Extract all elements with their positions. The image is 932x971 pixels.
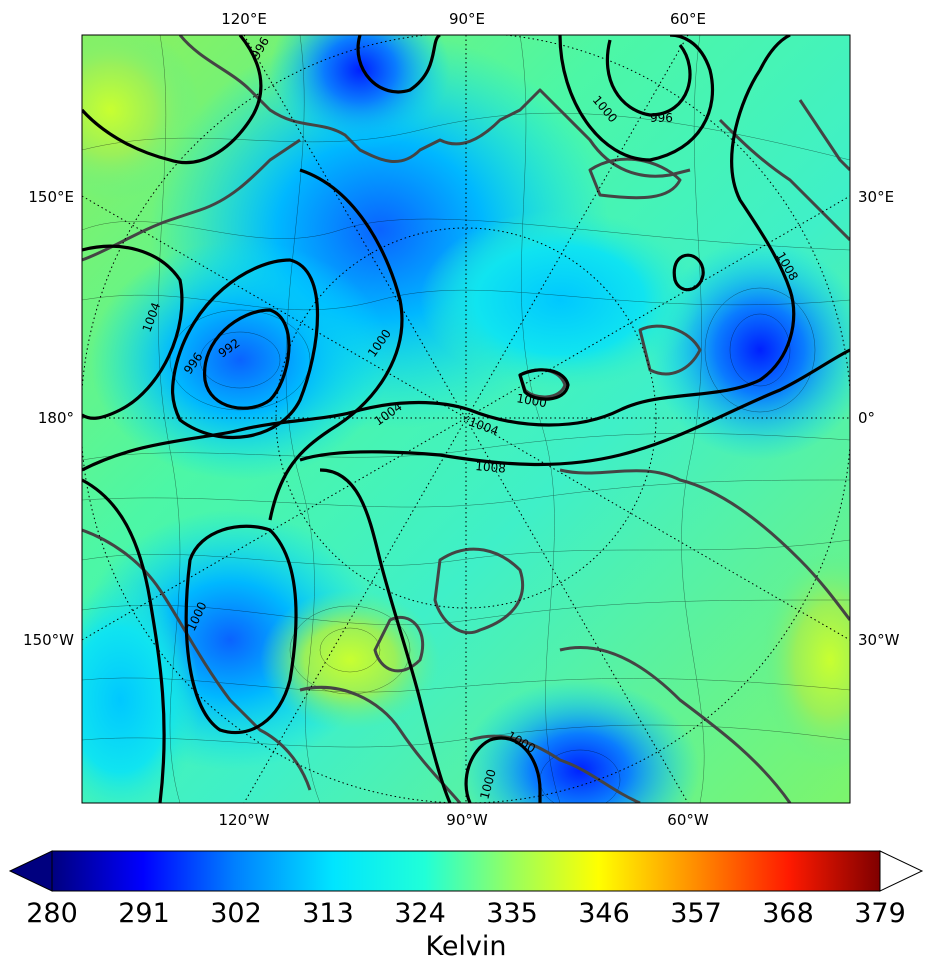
colorbar-extend-high xyxy=(879,850,924,892)
longitude-labels: 120°E 90°E 60°E 120°W 90°W 60°W 150°E 18… xyxy=(23,10,900,829)
lon-label-bottom: 90°W xyxy=(446,811,488,829)
colorbar: 280 291 302 313 324 335 346 357 368 379 Kelvin xyxy=(8,850,924,962)
lon-label-bottom: 120°W xyxy=(219,811,270,829)
lon-label-top: 60°E xyxy=(670,10,706,28)
map-frame xyxy=(81,34,851,804)
lon-label-top: 90°E xyxy=(449,10,485,28)
colorbar-tick-label: 291 xyxy=(118,898,170,929)
lon-label-left: 180° xyxy=(38,409,74,427)
colorbar-extend-low xyxy=(8,850,53,892)
cold-region-top xyxy=(270,35,450,150)
lon-label-top: 120°E xyxy=(221,10,267,28)
map-panel: 996 1000 996 1004 996 992 1000 1004 1004… xyxy=(82,35,850,803)
warm-region xyxy=(260,590,440,730)
colorbar-tick-label: 368 xyxy=(762,898,814,929)
colorbar-tick-label: 357 xyxy=(670,898,722,929)
isobar-label: 1008 xyxy=(475,459,507,476)
colorbar-tick-label: 324 xyxy=(394,898,446,929)
colorbar-tick-label: 302 xyxy=(210,898,262,929)
lon-label-bottom: 60°W xyxy=(667,811,709,829)
colorbar-tick-label: 346 xyxy=(578,898,630,929)
isobar-label: 1000 xyxy=(515,391,548,410)
cold-region-east xyxy=(650,240,850,460)
cyan-region-center xyxy=(420,210,700,390)
isobars xyxy=(82,35,850,803)
colorbar-tick-label: 280 xyxy=(26,898,78,929)
colorbar-tick-label: 313 xyxy=(302,898,354,929)
colorbar-gradient xyxy=(52,851,880,891)
colorbar-tick-label: 379 xyxy=(854,898,906,929)
lon-label-right: 30°W xyxy=(858,631,900,649)
cold-region-south xyxy=(460,680,700,803)
colorbar-ticks: 280 291 302 313 324 335 346 357 368 379 xyxy=(26,898,906,929)
graticule xyxy=(82,35,850,803)
lon-label-right: 30°E xyxy=(858,188,894,206)
lon-label-left: 150°E xyxy=(28,188,74,206)
isobar-label: 996 xyxy=(650,111,673,125)
colorbar-tick-label: 335 xyxy=(486,898,538,929)
colorbar-label: Kelvin xyxy=(425,931,506,962)
lon-label-right: 0° xyxy=(858,409,875,427)
warm-region-east xyxy=(760,550,850,770)
colorbar-frame xyxy=(51,850,881,892)
warm-region-northwest xyxy=(82,35,200,200)
lon-label-left: 150°W xyxy=(23,631,74,649)
